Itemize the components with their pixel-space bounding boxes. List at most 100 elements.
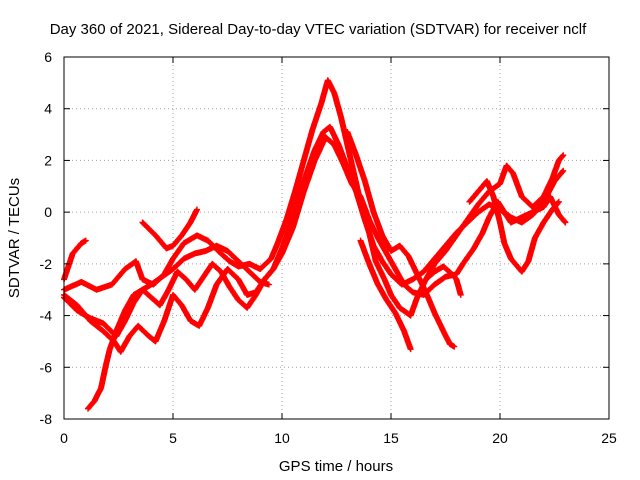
data-point (372, 258, 379, 265)
data-point (213, 242, 220, 249)
data-point (551, 178, 558, 185)
data-point (370, 209, 377, 216)
data-point (91, 397, 98, 404)
data-point (235, 276, 242, 283)
data-point (370, 242, 377, 249)
data-point (84, 405, 91, 412)
data-point (204, 304, 211, 311)
data-point (246, 260, 253, 267)
data-point (442, 273, 449, 280)
data-point (381, 276, 388, 283)
data-point (451, 343, 458, 350)
data-point (383, 297, 390, 304)
data-point (483, 178, 490, 185)
y-axis-label: SDTVAR / TECUs (6, 178, 23, 298)
y-tick-label: -2 (40, 256, 53, 272)
data-point (300, 157, 307, 164)
data-point (320, 128, 327, 135)
data-point (170, 255, 176, 262)
data-point (507, 214, 514, 221)
data-point (257, 266, 264, 273)
data-point (318, 100, 325, 107)
data-point (337, 113, 344, 120)
data-point (507, 219, 514, 226)
data-point (398, 281, 405, 288)
data-point (74, 307, 81, 314)
data-point (457, 291, 464, 298)
data-point (87, 315, 94, 322)
data-point (130, 291, 137, 298)
data-point (204, 237, 211, 244)
series-track-f (139, 206, 200, 252)
data-series (61, 77, 569, 412)
series-track-h (357, 237, 414, 353)
data-point (379, 232, 386, 239)
data-point (156, 302, 163, 309)
data-point (102, 364, 109, 371)
data-point (374, 235, 381, 241)
data-point (82, 237, 89, 244)
data-point (562, 219, 569, 226)
data-point (98, 384, 105, 391)
data-point (409, 289, 416, 296)
data-point (78, 278, 85, 285)
data-point (244, 304, 251, 311)
axis-ticks: 0 5 10 15 20 25 -8 -6 -4 -2 0 2 4 6 (40, 49, 617, 446)
data-point (560, 167, 567, 174)
data-point (353, 188, 360, 195)
x-tick-label: 5 (169, 430, 177, 446)
data-point (180, 240, 187, 247)
data-point (132, 258, 139, 265)
data-point (209, 260, 216, 267)
data-point (178, 302, 185, 309)
data-point (235, 297, 242, 304)
data-point (431, 309, 438, 316)
data-point (170, 291, 176, 298)
data-point (540, 219, 547, 226)
data-point (196, 322, 203, 329)
data-point (366, 260, 373, 267)
data-point (213, 281, 220, 288)
data-point (135, 322, 142, 329)
data-point (163, 245, 170, 252)
data-point (442, 242, 449, 249)
data-point (490, 193, 497, 200)
data-point (69, 250, 76, 257)
x-tick-label: 15 (383, 430, 399, 446)
data-point (170, 266, 176, 273)
data-point (422, 276, 429, 283)
data-point (113, 328, 120, 335)
y-tick-label: -8 (40, 411, 53, 427)
data-point (407, 346, 414, 353)
data-point (361, 216, 368, 223)
data-point (549, 206, 556, 213)
data-point (311, 147, 318, 154)
y-tick-label: 0 (44, 204, 52, 220)
x-tick-label: 10 (274, 430, 290, 446)
data-point (531, 235, 538, 241)
data-point (431, 255, 438, 262)
data-point (470, 245, 477, 252)
data-point (165, 286, 172, 293)
data-point (178, 232, 185, 239)
data-point (108, 281, 115, 288)
data-point (440, 263, 447, 270)
data-point (507, 255, 514, 262)
data-point (202, 247, 209, 254)
data-point (486, 214, 493, 221)
data-point (152, 338, 159, 345)
data-point (289, 214, 296, 221)
data-point (183, 276, 190, 283)
series-track-e (84, 242, 272, 412)
data-point (187, 317, 194, 324)
data-point (560, 152, 567, 159)
data-point (148, 281, 155, 288)
plot-frame (63, 56, 610, 420)
data-point (224, 247, 231, 254)
data-point (270, 266, 277, 273)
data-point (503, 162, 510, 169)
series-track-i (422, 263, 464, 298)
data-point (383, 250, 390, 257)
data-point (388, 271, 394, 278)
data-point (309, 126, 316, 133)
